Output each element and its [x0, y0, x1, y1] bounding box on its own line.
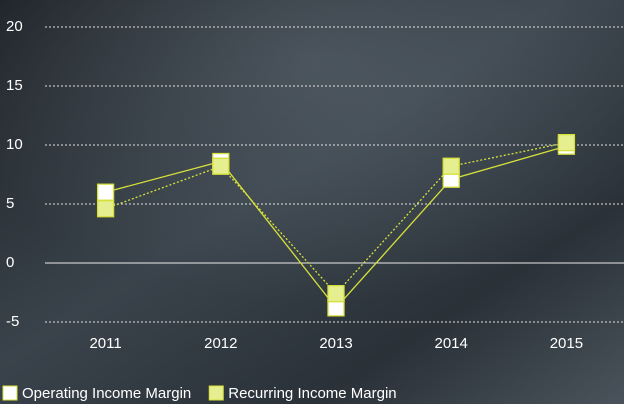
y-tick-label: 0	[6, 254, 14, 271]
data-point	[213, 158, 229, 174]
legend-label: Operating Income Margin	[22, 385, 191, 402]
legend-swatch	[3, 386, 17, 400]
legend-swatch	[209, 386, 223, 400]
data-point	[443, 158, 459, 174]
y-tick-label: -5	[6, 313, 19, 330]
legend-label: Recurring Income Margin	[228, 385, 396, 402]
x-tick-label: 2011	[89, 335, 121, 352]
chart: -5 0 5 10 15 20 2011 2012 2013 2014 2015 Operating …	[0, 0, 624, 404]
y-tick-label: 15	[6, 77, 23, 94]
data-point	[98, 184, 114, 200]
x-tick-label: 2013	[319, 335, 352, 352]
x-tick-label: 2012	[204, 335, 237, 352]
y-tick-label: 5	[6, 195, 14, 212]
x-tick-label: 2014	[435, 335, 468, 352]
data-point	[328, 286, 344, 302]
y-tick-label: 10	[6, 136, 23, 153]
y-tick-label: 20	[6, 18, 23, 35]
data-point	[558, 135, 574, 151]
x-tick-label: 2015	[550, 335, 583, 352]
data-point	[98, 201, 114, 217]
page: {"chart_data": {"type": "line", "categor…	[0, 0, 624, 404]
